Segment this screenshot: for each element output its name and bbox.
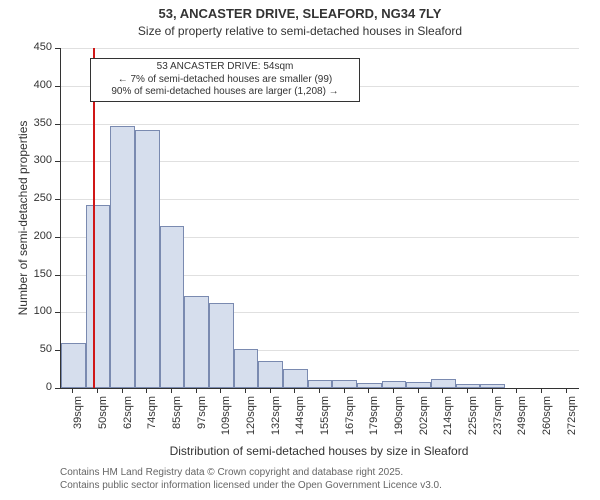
bar (431, 379, 456, 388)
y-tick-label: 350 (18, 117, 52, 129)
x-tick-label: 272sqm (566, 396, 578, 446)
annotation-box: 53 ANCASTER DRIVE: 54sqm ← 7% of semi-de… (90, 58, 360, 102)
y-tick-label: 0 (18, 381, 52, 393)
bar (135, 130, 160, 388)
bar (382, 381, 407, 388)
x-tick-label: 167sqm (344, 396, 356, 446)
bar (184, 296, 209, 388)
x-tick-label: 74sqm (146, 396, 158, 446)
y-tick-label: 300 (18, 154, 52, 166)
gridline (61, 48, 579, 49)
x-tick-label: 202sqm (418, 396, 430, 446)
x-tick (418, 388, 419, 393)
y-tick (55, 124, 60, 125)
x-tick-label: 109sqm (220, 396, 232, 446)
x-tick-label: 85sqm (171, 396, 183, 446)
bar (283, 369, 308, 388)
y-tick (55, 237, 60, 238)
x-tick-label: 62sqm (122, 396, 134, 446)
x-tick-label: 155sqm (319, 396, 331, 446)
bar (406, 382, 431, 388)
y-tick (55, 312, 60, 313)
y-tick (55, 161, 60, 162)
y-tick-label: 50 (18, 343, 52, 355)
footer-line-2: Contains public sector information licen… (60, 479, 442, 492)
footer-line-1: Contains HM Land Registry data © Crown c… (60, 466, 442, 479)
y-tick-label: 200 (18, 230, 52, 242)
y-tick-label: 450 (18, 41, 52, 53)
bar (308, 380, 333, 388)
chart-wrapper: 53, ANCASTER DRIVE, SLEAFORD, NG34 7LY S… (0, 0, 600, 500)
bar (357, 383, 382, 388)
y-tick (55, 86, 60, 87)
x-tick (541, 388, 542, 393)
x-tick (245, 388, 246, 393)
x-tick (122, 388, 123, 393)
bar (110, 126, 135, 388)
bar (332, 380, 357, 388)
x-tick (294, 388, 295, 393)
chart-subtitle: Size of property relative to semi-detach… (0, 24, 600, 38)
bar (258, 361, 283, 388)
x-tick-label: 225sqm (467, 396, 479, 446)
x-tick (442, 388, 443, 393)
x-tick (467, 388, 468, 393)
x-tick (566, 388, 567, 393)
x-tick (196, 388, 197, 393)
x-tick (72, 388, 73, 393)
x-tick (492, 388, 493, 393)
x-tick-label: 260sqm (541, 396, 553, 446)
x-axis-label: Distribution of semi-detached houses by … (60, 444, 578, 458)
x-tick-label: 120sqm (245, 396, 257, 446)
x-tick-label: 39sqm (72, 396, 84, 446)
bar (86, 205, 111, 388)
x-tick (171, 388, 172, 393)
y-tick (55, 199, 60, 200)
bar (61, 343, 86, 388)
y-tick (55, 350, 60, 351)
x-tick-label: 97sqm (196, 396, 208, 446)
x-tick (146, 388, 147, 393)
x-tick (220, 388, 221, 393)
annotation-line-1: 53 ANCASTER DRIVE: 54sqm (95, 61, 355, 74)
bar (234, 349, 259, 388)
y-tick (55, 388, 60, 389)
x-tick (393, 388, 394, 393)
y-tick-label: 100 (18, 305, 52, 317)
x-tick (368, 388, 369, 393)
x-tick-label: 50sqm (97, 396, 109, 446)
x-tick (319, 388, 320, 393)
y-axis-label: Number of semi-detached properties (16, 48, 30, 388)
x-tick (516, 388, 517, 393)
bar (480, 384, 505, 388)
y-tick (55, 48, 60, 49)
footer-text: Contains HM Land Registry data © Crown c… (60, 466, 442, 492)
y-tick-label: 250 (18, 192, 52, 204)
y-tick-label: 400 (18, 79, 52, 91)
x-tick-label: 179sqm (368, 396, 380, 446)
x-tick-label: 237sqm (492, 396, 504, 446)
bar (160, 226, 185, 388)
x-tick-label: 190sqm (393, 396, 405, 446)
x-tick (344, 388, 345, 393)
bar (209, 303, 234, 388)
y-tick-label: 150 (18, 268, 52, 280)
gridline (61, 124, 579, 125)
x-tick-label: 144sqm (294, 396, 306, 446)
x-tick-label: 214sqm (442, 396, 454, 446)
x-tick-label: 132sqm (270, 396, 282, 446)
annotation-line-3: 90% of semi-detached houses are larger (… (95, 86, 355, 99)
x-tick (97, 388, 98, 393)
chart-title: 53, ANCASTER DRIVE, SLEAFORD, NG34 7LY (0, 6, 600, 21)
y-tick (55, 275, 60, 276)
annotation-line-2: ← 7% of semi-detached houses are smaller… (95, 74, 355, 87)
x-tick-label: 249sqm (516, 396, 528, 446)
x-tick (270, 388, 271, 393)
